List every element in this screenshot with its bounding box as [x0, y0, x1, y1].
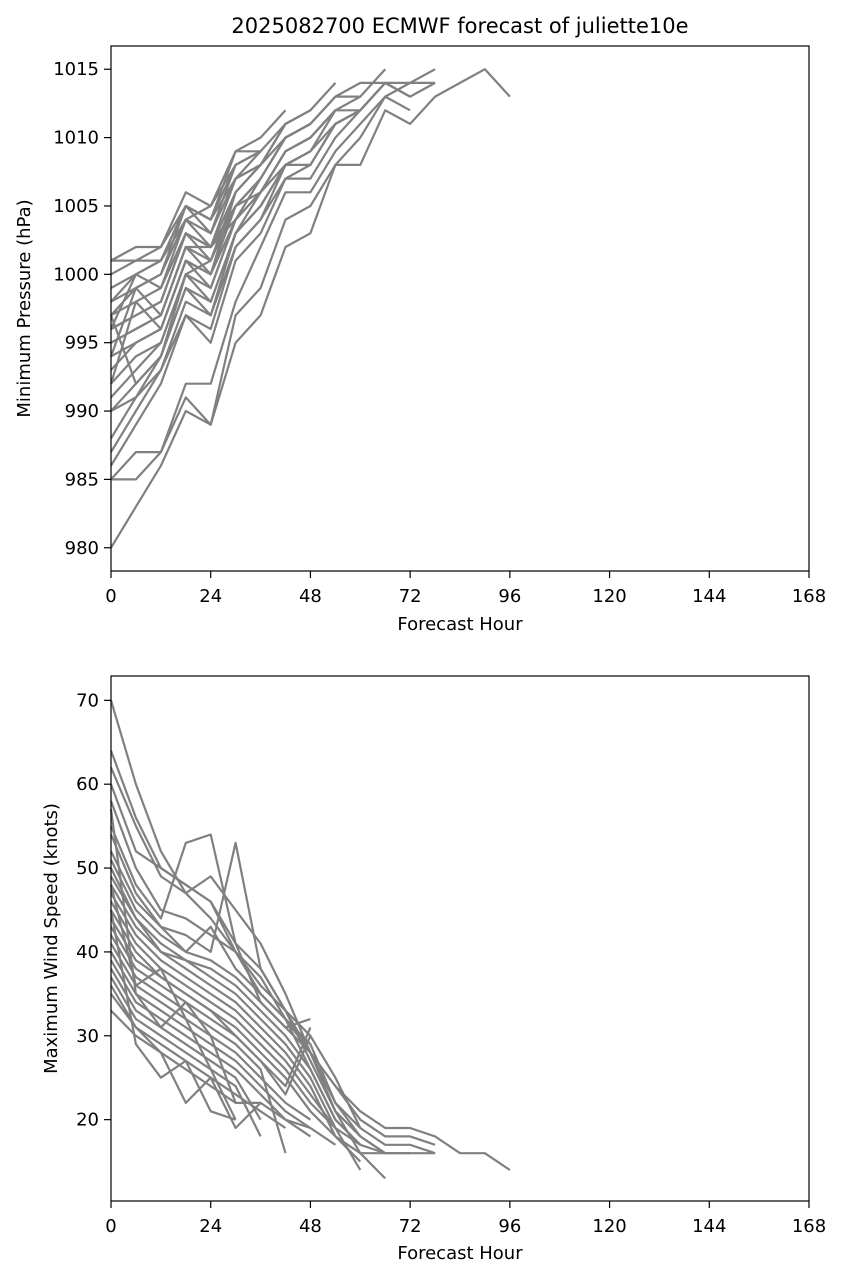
pressure-series-line-3	[110, 95, 411, 481]
wind-series-line-1	[109, 699, 511, 1171]
pressure-x-tick-label: 96	[498, 586, 521, 607]
wind-y-axis: 20 30 40 50 60 70	[76, 690, 111, 1131]
pressure-series-line-4	[110, 82, 387, 467]
wind-series-line-29	[109, 884, 237, 1121]
wind-y-tick-label: 70	[76, 690, 99, 711]
wind-series-line-20	[110, 951, 337, 1146]
pressure-y-tick-label: 995	[65, 333, 99, 354]
pressure-series-line-28	[109, 218, 237, 357]
wind-y-axis-label: Maximum Wind Speed (knots)	[41, 803, 62, 1074]
wind-series-line-21	[110, 959, 311, 1130]
pressure-series-line-25	[109, 259, 212, 385]
wind-y-tick-label: 60	[76, 774, 99, 795]
wind-series-line-26	[110, 1009, 262, 1130]
wind-x-tick-label: 72	[399, 1216, 422, 1237]
wind-series-line-28	[109, 809, 237, 1104]
wind-series-line-25	[110, 993, 312, 1138]
pressure-y-tick-label: 985	[65, 469, 99, 490]
pressure-plot-frame	[110, 45, 810, 572]
wind-series-line-11	[110, 875, 362, 1171]
pressure-y-tick-label: 990	[65, 401, 99, 422]
wind-series-line-3	[109, 766, 436, 1155]
pressure-x-axis: 0 24 48 72 96 120 144 168	[105, 571, 826, 607]
wind-x-tick-label: 168	[792, 1216, 826, 1237]
pressure-x-axis-label: Forecast Hour	[397, 614, 523, 635]
wind-series-line-22	[110, 968, 262, 1121]
wind-series-line-8	[110, 850, 386, 1155]
wind-series-line-27	[109, 909, 236, 1121]
wind-x-tick-label: 96	[498, 1216, 521, 1237]
pressure-x-tick-label: 144	[692, 586, 726, 607]
pressure-series-line-22	[110, 150, 261, 276]
wind-x-tick-label: 144	[692, 1216, 726, 1237]
pressure-series-line-6	[110, 109, 361, 439]
pressure-series-line-26	[109, 191, 237, 385]
pressure-series-line-23	[111, 164, 237, 262]
wind-x-tick-label: 0	[105, 1216, 116, 1237]
wind-series-line-14	[110, 901, 337, 1129]
wind-series-line-2	[109, 750, 436, 1146]
pressure-panel: 2025082700 ECMWF forecast of juliette10e…	[14, 14, 826, 635]
pressure-x-tick-label: 72	[399, 586, 422, 607]
wind-series-line-17	[110, 926, 312, 1096]
pressure-y-axis-label: Minimum Pressure (hPa)	[14, 199, 35, 417]
pressure-series-line-24	[110, 163, 262, 262]
pressure-x-tick-label: 48	[299, 586, 322, 607]
pressure-y-tick-label: 1000	[53, 264, 99, 285]
wind-y-tick-label: 50	[76, 858, 99, 879]
wind-plot-frame	[110, 675, 810, 1202]
wind-panel: 0 24 48 72 96 120 144 168 20 30 40 50 60 70 Forecast…	[41, 675, 826, 1264]
wind-x-axis-label: Forecast Hour	[397, 1243, 523, 1264]
pressure-x-tick-label: 0	[105, 586, 116, 607]
wind-series-line-24	[110, 984, 287, 1129]
pressure-series-line-1	[110, 68, 511, 549]
wind-series-line-10	[110, 867, 362, 1146]
pressure-x-tick-label: 24	[199, 586, 222, 607]
wind-series-line-9	[110, 859, 386, 1180]
pressure-y-tick-label: 1005	[53, 196, 99, 217]
pressure-y-tick-label: 1015	[53, 59, 99, 80]
chart-title: 2025082700 ECMWF forecast of juliette10e	[231, 14, 688, 38]
wind-x-tick-label: 48	[299, 1216, 322, 1237]
wind-series-line-23	[110, 976, 262, 1137]
wind-y-tick-label: 20	[76, 1110, 99, 1131]
wind-series-line-13	[110, 892, 361, 1146]
wind-series-line-16	[110, 917, 312, 1088]
pressure-y-tick-label: 980	[65, 538, 99, 559]
wind-y-tick-label: 40	[76, 942, 99, 963]
wind-y-tick-label: 30	[76, 1026, 99, 1047]
pressure-series-line-8	[110, 68, 387, 412]
pressure-x-tick-label: 120	[592, 586, 626, 607]
pressure-x-tick-label: 168	[792, 586, 826, 607]
pressure-y-tick-label: 1010	[53, 128, 99, 149]
pressure-y-axis: 980 985 990 995 1000 1005 1010 1015	[53, 59, 111, 559]
wind-series-line-15	[110, 909, 362, 1163]
wind-series-line-5	[109, 800, 436, 1155]
wind-x-tick-label: 24	[199, 1216, 222, 1237]
wind-series-line-7	[109, 834, 362, 1129]
wind-x-axis: 0 24 48 72 96 120 144 168	[105, 1201, 826, 1237]
wind-x-tick-label: 120	[592, 1216, 626, 1237]
pressure-series-layer	[109, 68, 511, 549]
wind-series-layer	[109, 699, 511, 1180]
